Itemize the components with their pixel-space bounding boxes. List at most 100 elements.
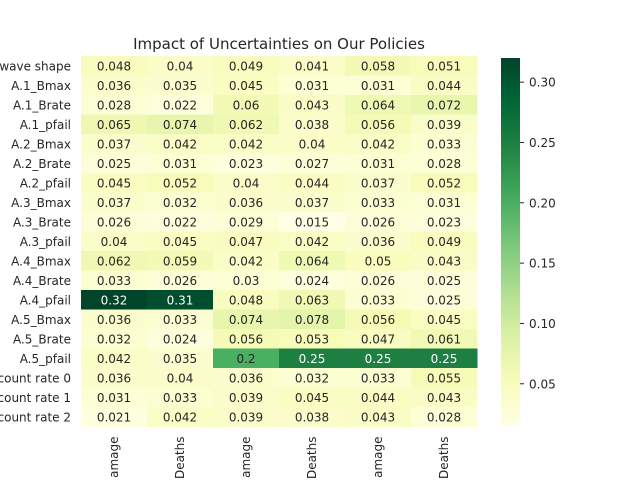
cell-value-label: 0.042 — [361, 137, 395, 151]
cell-value-label: 0.061 — [427, 332, 461, 346]
cell-value-label: 0.063 — [295, 293, 329, 307]
heatmap-cell — [411, 56, 478, 76]
heatmap-cell — [213, 75, 280, 96]
heatmap-cell — [147, 173, 214, 193]
heatmap-cell — [147, 290, 214, 310]
heatmap-cell — [81, 270, 148, 291]
heatmap-cell — [147, 95, 214, 115]
heatmap-cell — [147, 329, 214, 349]
cell-value-label: 0.06 — [233, 98, 260, 112]
cell-value-label: 0.031 — [97, 391, 131, 405]
cell-value-label: 0.037 — [97, 137, 131, 151]
column-label: Deaths — [305, 437, 319, 480]
row-label: A.2_Bmax — [11, 137, 71, 151]
heatmap-cell — [279, 134, 346, 154]
cell-value-label: 0.036 — [97, 371, 131, 385]
heatmap-cell — [411, 368, 478, 388]
cell-value-label: 0.023 — [229, 157, 263, 171]
heatmap-cell — [81, 153, 148, 174]
heatmap-cell — [345, 290, 412, 310]
heatmap-cell — [411, 290, 478, 310]
cell-value-label: 0.043 — [361, 410, 395, 424]
column-label: amage — [107, 437, 121, 478]
cell-value-label: 0.037 — [295, 196, 329, 210]
heatmap-cell — [411, 134, 478, 154]
row-label: A.4_pfail — [20, 293, 71, 307]
column-label: Deaths — [173, 437, 187, 480]
row-label: count rate 0 — [0, 371, 71, 385]
cell-value-label: 0.047 — [229, 235, 263, 249]
cell-value-label: 0.065 — [97, 118, 131, 132]
row-label: A.5_Brate — [13, 332, 71, 346]
heatmap-cell — [345, 387, 412, 408]
cell-value-label: 0.031 — [295, 79, 329, 93]
row-label: A.2_Brate — [13, 157, 71, 171]
heatmap-cell — [279, 329, 346, 349]
heatmap-cell — [345, 368, 412, 388]
heatmap-cell — [213, 290, 280, 310]
heatmap-cell — [279, 407, 346, 427]
heatmap-cell — [411, 192, 478, 213]
heatmap-cell — [279, 75, 346, 96]
heatmap-cell — [279, 173, 346, 193]
cell-value-label: 0.033 — [427, 137, 461, 151]
cell-value-label: 0.043 — [427, 391, 461, 405]
cell-value-label: 0.028 — [427, 410, 461, 424]
cell-value-label: 0.03 — [233, 274, 260, 288]
cell-value-label: 0.036 — [97, 79, 131, 93]
cell-value-label: 0.045 — [97, 176, 131, 190]
cell-value-label: 0.033 — [97, 274, 131, 288]
heatmap-cell — [81, 212, 148, 232]
heatmap-cell — [213, 407, 280, 427]
heatmap-cell — [411, 329, 478, 349]
heatmap-cell — [411, 231, 478, 252]
heatmap-cell — [345, 56, 412, 76]
heatmap-cell — [411, 251, 478, 271]
heatmap-cell — [213, 270, 280, 291]
cell-value-label: 0.028 — [97, 98, 131, 112]
heatmap-cell — [213, 56, 280, 76]
heatmap-cell — [213, 212, 280, 232]
heatmap-cell — [81, 75, 148, 96]
cell-value-label: 0.033 — [163, 313, 197, 327]
colorbar-tick-label: 0.20 — [529, 196, 556, 210]
heatmap-cell — [147, 212, 214, 232]
heatmap-cell — [147, 368, 214, 388]
cell-value-label: 0.031 — [427, 196, 461, 210]
heatmap-cell — [213, 192, 280, 213]
cell-value-label: 0.032 — [163, 196, 197, 210]
heatmap-cell — [345, 231, 412, 252]
row-label: A.5_pfail — [20, 352, 71, 366]
cell-value-label: 0.064 — [361, 98, 395, 112]
cell-value-label: 0.25 — [431, 352, 458, 366]
heatmap-cell — [411, 309, 478, 330]
row-label: A.2_pfail — [20, 176, 71, 190]
cell-value-label: 0.047 — [361, 332, 395, 346]
cell-value-label: 0.037 — [97, 196, 131, 210]
cell-value-label: 0.038 — [295, 410, 329, 424]
heatmap-cell — [345, 75, 412, 96]
cell-value-label: 0.053 — [295, 332, 329, 346]
heatmap-cell — [147, 348, 214, 369]
heatmap-cell — [279, 114, 346, 135]
heatmap-cell — [147, 270, 214, 291]
cell-value-label: 0.036 — [97, 313, 131, 327]
heatmap-cell — [147, 251, 214, 271]
heatmap-cell — [345, 153, 412, 174]
cell-value-label: 0.31 — [167, 293, 194, 307]
heatmap-cell — [213, 387, 280, 408]
cell-value-label: 0.025 — [427, 274, 461, 288]
row-label: A.1_pfail — [20, 118, 71, 132]
heatmap-cell — [213, 114, 280, 135]
heatmap-cells: 0.048 0.04 0.049 0.041 0.058 0.051 0.036 0.035 0… — [81, 56, 478, 427]
cell-value-label: 0.026 — [361, 274, 395, 288]
cell-value-label: 0.062 — [229, 118, 263, 132]
row-label: count rate 2 — [0, 410, 71, 424]
cell-value-label: 0.032 — [295, 371, 329, 385]
heatmap-cell — [81, 368, 148, 388]
cell-value-label: 0.042 — [295, 235, 329, 249]
cell-value-label: 0.2 — [236, 352, 255, 366]
heatmap-cell — [213, 348, 280, 369]
heatmap-cell — [345, 95, 412, 115]
